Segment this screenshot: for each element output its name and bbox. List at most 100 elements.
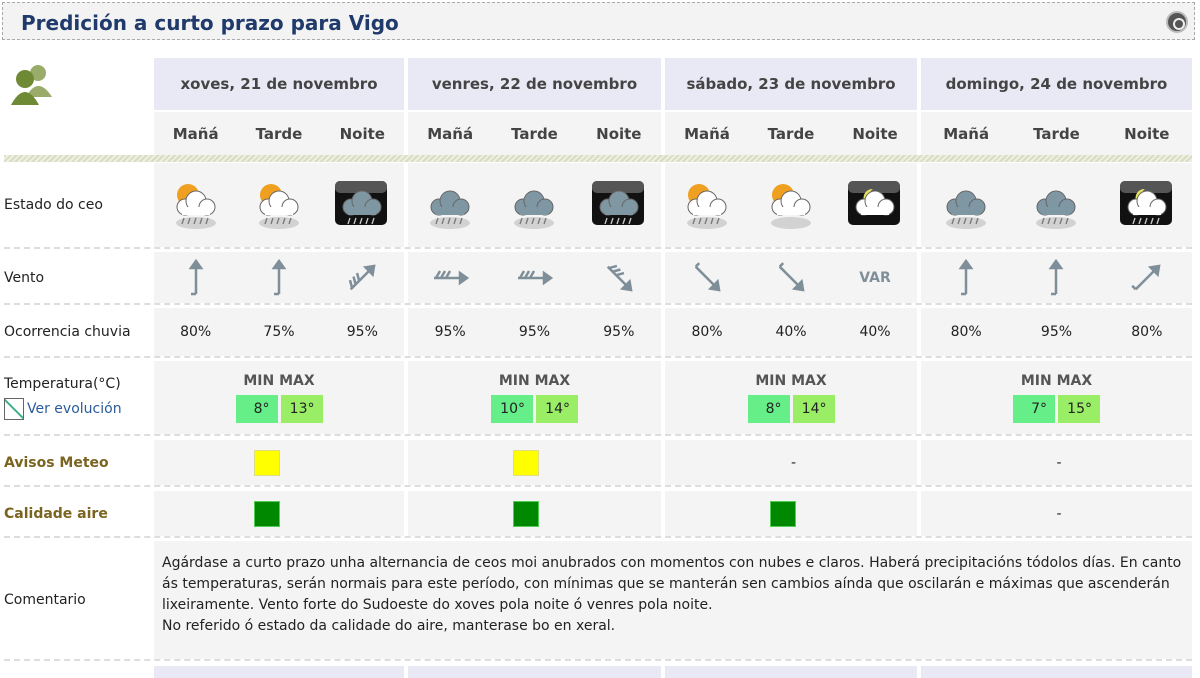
period-label: Tarde [767,125,815,143]
temperature-row: Temperatura(°C) Ver evolución MIN MAX 8° 13°… [4,361,1192,436]
wind-arrow-icon [238,258,321,298]
ver-evolucion-link[interactable]: Ver evolución [4,397,122,420]
page-header: Predición a curto prazo para Vigo [2,2,1195,40]
wind-variable: VAR [859,269,891,286]
temp-max: 14° [536,394,578,423]
period-label: Mañá [684,125,730,143]
wind-cell [921,252,1192,303]
wind-row: Vento VAR [4,252,1192,305]
sky-cell [921,163,1192,247]
weather-sun-cloud-rain-icon [665,179,748,231]
temp-max: 14° [792,394,835,423]
rain-probability: 95% [518,324,551,340]
temp-cell: MIN MAX 10° 14° [408,361,661,434]
aire-green-indicator[interactable] [513,500,539,527]
people-icon [11,65,52,105]
next-header-row [4,666,1192,678]
day-header-partial [665,666,917,678]
people-icon-cell [4,58,150,110]
min-max-header: MIN MAX [499,373,570,389]
aire-cell [408,491,661,536]
wind-arrow-icon [577,258,660,298]
sky-cell [665,163,917,247]
min-max-header: MIN MAX [755,373,826,389]
period-label: Mañá [427,125,474,143]
weather-night-cloud-rain-icon [321,179,404,231]
wind-arrow-icon [1102,258,1191,298]
comment-row: Comentario Agárdase a curto prazo unha al… [4,541,1192,661]
wind-arrow-icon [665,258,748,298]
aire-cell: - [921,491,1192,536]
period-label: Mañá [943,125,990,143]
rain-cell: 80% 75% 95% [154,308,404,356]
aire-green-indicator[interactable] [770,500,796,527]
comment-paragraph: No referido ó estado da calidade do aire… [162,618,616,634]
row-label: Avisos Meteo [4,454,109,471]
min-label: MIN [1020,372,1052,389]
page-title: Predición a curto prazo para Vigo [21,11,399,35]
weather-night-cloud-moon-rain-icon [1102,179,1191,231]
day-header-partial [408,666,661,678]
period-cell: Mañá Tarde Noite [921,112,1192,156]
min-max-header: MIN MAX [243,373,314,389]
rain-probability: 80% [1131,324,1163,340]
help-icon[interactable] [1166,11,1188,33]
weather-cloud-rain-icon [921,179,1010,231]
rain-probability: 75% [263,324,295,340]
day-header: xoves, 21 de novembro [154,58,404,110]
wind-cell [408,252,661,303]
weather-night-cloud-rain-icon [577,179,660,231]
sky-cell [154,163,404,247]
empty-value: - [1056,454,1062,471]
period-label: Noite [596,125,642,143]
aviso-cell: - [665,440,917,485]
sky-cell [408,163,661,247]
rain-probability: 95% [346,324,378,340]
aire-cell [154,491,404,536]
temp-values: 8° 14° [747,394,835,423]
temp-cell: MIN MAX 8° 13° [154,361,404,434]
empty [4,666,150,678]
wind-arrow-icon [749,258,832,298]
aviso-yellow-indicator[interactable] [254,449,280,476]
min-label: MIN [243,372,275,389]
rain-row: Ocorrencia chuvia 80% 75% 95% 95% 95% 95% 80% 40… [4,308,1192,358]
temp-min: 8° [235,394,278,423]
wind-cell: VAR [665,252,917,303]
period-label: Tarde [1033,125,1080,143]
day-header: sábado, 23 de novembro [665,58,917,110]
day-header: domingo, 24 de novembro [921,58,1192,110]
min-label: MIN [498,372,530,389]
wind-arrow-icon [1012,258,1101,298]
empty [4,112,150,156]
rain-probability: 95% [1040,324,1073,340]
aviso-row: Avisos Meteo - - [4,440,1192,487]
max-label: MAX [279,372,315,389]
max-label: MAX [791,372,827,389]
rain-probability: 40% [859,324,891,340]
rain-cell: 80% 40% 40% [665,308,917,356]
row-label: Temperatura(°C) [4,375,121,392]
row-label: Calidade aire [4,505,108,522]
row-label: Ocorrencia chuvia [4,324,131,340]
chart-icon [4,397,24,420]
empty-value: - [791,454,797,471]
aire-green-indicator[interactable] [254,500,280,527]
rain-probability: 80% [691,324,723,340]
wind-arrow-icon [493,258,576,298]
empty-value: - [1056,505,1062,522]
max-label: MAX [1056,372,1093,389]
period-label: Noite [339,125,385,143]
wind-arrow-icon [321,258,404,298]
day-header-partial [921,666,1192,678]
temp-max: 15° [1058,394,1100,423]
divider [4,155,1192,162]
aviso-yellow-indicator[interactable] [513,449,539,476]
weather-cloud-rain-icon [493,179,576,231]
row-label-temp: Temperatura(°C) Ver evolución [4,361,150,434]
period-label: Tarde [255,125,303,143]
aviso-cell [154,440,404,485]
link-label: Ver evolución [27,400,122,417]
rain-cell: 80% 95% 80% [921,308,1192,356]
period-cell: Mañá Tarde Noite [408,112,661,156]
